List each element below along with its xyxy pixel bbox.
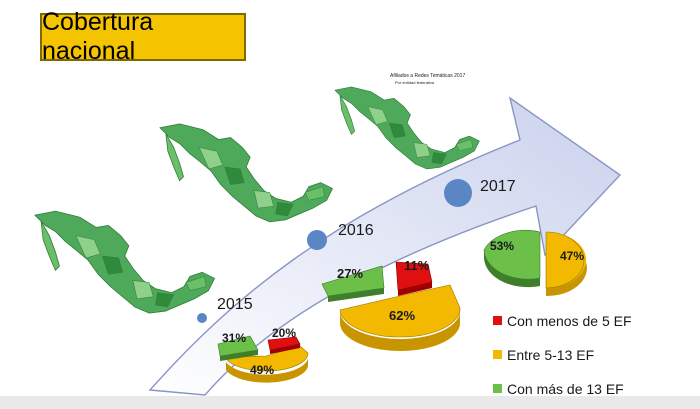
pie-2016: 11% 62% 27%	[321, 258, 461, 352]
map-2016	[159, 123, 333, 223]
year-dot-2015	[197, 313, 207, 323]
legend-swatch-green	[493, 384, 502, 393]
pie-2015-label-yellow: 49%	[250, 363, 274, 377]
legend-label-green: Con más de 13 EF	[507, 381, 624, 397]
legend-label-yellow: Entre 5-13 EF	[507, 347, 594, 363]
year-label-2016: 2016	[338, 222, 374, 239]
year-dot-2016	[307, 230, 327, 250]
pie-2017-label-green: 53%	[490, 239, 514, 253]
map-2015	[34, 210, 215, 314]
pie-2016-label-red: 11%	[404, 258, 430, 273]
pie-2017-label-yellow: 47%	[560, 249, 584, 263]
pie-2017: 53% 47%	[483, 229, 587, 297]
bottom-rule	[0, 396, 700, 409]
pie-2016-label-yellow: 62%	[389, 308, 415, 323]
pie-2015-label-red: 20%	[272, 326, 296, 340]
legend-swatch-red	[493, 316, 502, 325]
year-label-2015: 2015	[217, 296, 253, 313]
map-caption-line1: Afiliados a Redes Temáticas 2017	[390, 73, 465, 79]
title-box: Cobertura nacional	[40, 8, 246, 65]
pie-2016-label-green: 27%	[337, 266, 363, 281]
year-dot-2017	[444, 179, 472, 207]
timeline-arrow	[148, 96, 622, 396]
legend-label-red: Con menos de 5 EF	[507, 313, 632, 329]
legend: Con menos de 5 EF Entre 5-13 EF Con más …	[493, 313, 632, 397]
pie-2015: 20% 49% 31%	[217, 326, 309, 383]
year-label-2017: 2017	[480, 178, 516, 195]
map-2017	[334, 86, 480, 170]
page-title: Cobertura nacional	[42, 8, 154, 65]
map-caption-line2: Por entidad federativa	[395, 80, 435, 85]
legend-swatch-yellow	[493, 350, 502, 359]
pie-2015-label-green: 31%	[222, 331, 246, 345]
